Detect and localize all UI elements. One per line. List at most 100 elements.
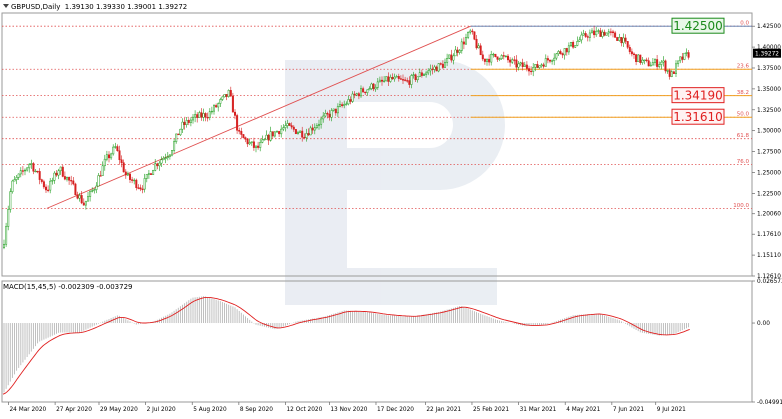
candle-body bbox=[259, 142, 262, 148]
candle-body bbox=[206, 117, 209, 119]
candle-body bbox=[171, 150, 173, 156]
candle-body bbox=[55, 172, 58, 176]
price-axis[interactable]: 1.42500 1.40000 1.37500 1.35000 1.32500 1.300… bbox=[752, 24, 781, 280]
candle-body bbox=[561, 53, 564, 56]
candle-body bbox=[154, 163, 157, 171]
time-axis-label: 9 Jul 2021 bbox=[657, 407, 686, 413]
candle-body bbox=[42, 181, 45, 188]
candle-body bbox=[301, 130, 304, 138]
candle-body bbox=[21, 170, 24, 172]
candle-body bbox=[99, 175, 102, 177]
candle-body bbox=[51, 180, 54, 182]
candle-body bbox=[383, 80, 386, 82]
candle-body bbox=[584, 33, 587, 37]
candle-body bbox=[133, 179, 136, 182]
candle-body bbox=[160, 159, 163, 164]
candle-body bbox=[336, 106, 339, 114]
candle-body bbox=[641, 59, 644, 63]
macd-values: -0.002309 -0.003729 bbox=[58, 283, 133, 291]
candle-body bbox=[607, 31, 610, 34]
candle-body bbox=[309, 127, 312, 136]
candle-body bbox=[124, 171, 127, 176]
candle-body bbox=[63, 176, 66, 180]
candle-body bbox=[34, 170, 37, 173]
candle-body bbox=[263, 138, 266, 141]
candle-body bbox=[76, 194, 79, 199]
candle-body bbox=[372, 83, 375, 90]
candle-body bbox=[381, 79, 383, 82]
candle-body bbox=[360, 88, 362, 97]
candle-body bbox=[402, 79, 404, 81]
candle-body bbox=[3, 243, 5, 248]
candle-body bbox=[616, 37, 619, 41]
candle-body bbox=[486, 58, 488, 62]
price-axis-label: 1.37500 bbox=[757, 66, 781, 72]
candle-body bbox=[59, 166, 62, 172]
candle-body bbox=[84, 200, 87, 206]
candle-body bbox=[252, 141, 255, 148]
ohlc-values: 1.39130 1.39330 1.39001 1.39272 bbox=[64, 3, 188, 11]
candle-body bbox=[639, 54, 642, 63]
candle-body bbox=[437, 63, 440, 72]
candle-body bbox=[7, 209, 10, 227]
candle-body bbox=[93, 189, 96, 191]
candle-body bbox=[431, 68, 434, 71]
candle-body bbox=[446, 58, 449, 63]
candle-body bbox=[509, 59, 512, 63]
candle-body bbox=[389, 76, 392, 82]
price-callout-text: 1.34190 bbox=[673, 89, 723, 103]
candle-body bbox=[410, 75, 413, 85]
macd-header: MACD(15,45,5) -0.002309 -0.003729 bbox=[3, 283, 132, 291]
candle-body bbox=[685, 52, 688, 54]
macd-axis[interactable]: 0.026573 0.00 -0.049918 bbox=[752, 279, 782, 406]
symbol-icon bbox=[3, 4, 9, 8]
time-axis[interactable]: 24 Mar 2020 27 Apr 2020 29 May 2020 2 Jul 2… bbox=[8, 402, 686, 413]
candle-body bbox=[425, 72, 428, 75]
main-pane-border bbox=[1, 12, 753, 277]
candle-body bbox=[45, 186, 47, 191]
candle-body bbox=[357, 93, 360, 97]
candle-body bbox=[24, 169, 26, 172]
candle-body bbox=[439, 63, 442, 65]
candle-body bbox=[299, 130, 302, 133]
candle-body bbox=[618, 37, 621, 41]
candle-body bbox=[273, 131, 276, 137]
candle-body bbox=[441, 63, 444, 68]
candle-body bbox=[286, 123, 289, 126]
fib-level-label: 50.0 bbox=[737, 112, 750, 118]
candle-body bbox=[362, 88, 365, 93]
candle-body bbox=[465, 37, 467, 45]
candle-body bbox=[217, 103, 220, 108]
candle-body bbox=[551, 60, 554, 62]
candle-body bbox=[334, 108, 337, 114]
candle-body bbox=[244, 137, 247, 140]
candle-body bbox=[515, 59, 518, 68]
candle-body bbox=[66, 176, 68, 180]
candle-body bbox=[5, 226, 8, 245]
fib-level-label: 0.0 bbox=[740, 21, 749, 27]
candle-body bbox=[246, 138, 249, 145]
candle-body bbox=[349, 99, 352, 102]
candle-body bbox=[114, 146, 117, 148]
candle-body bbox=[351, 93, 354, 102]
candle-body bbox=[175, 133, 178, 142]
price-callout-box bbox=[671, 17, 725, 34]
chart-header: GBPUSD,Daily 1.39130 1.39330 1.39001 1.3… bbox=[3, 3, 187, 11]
candle-body bbox=[633, 53, 635, 55]
candle-body bbox=[469, 30, 472, 33]
price-callout-text: 1.42500 bbox=[673, 19, 723, 33]
candle-body bbox=[593, 30, 596, 36]
candle-body bbox=[330, 110, 333, 118]
candle-body bbox=[294, 129, 297, 134]
candle-body bbox=[278, 131, 281, 135]
candle-body bbox=[313, 127, 316, 131]
candle-body bbox=[525, 64, 528, 69]
price-axis-label: 1.22500 bbox=[757, 191, 781, 197]
candle-body bbox=[143, 178, 146, 190]
candle-body bbox=[198, 112, 201, 118]
candle-body bbox=[158, 162, 161, 167]
candle-body bbox=[488, 58, 491, 63]
candle-body bbox=[513, 59, 516, 61]
candle-body bbox=[658, 64, 661, 67]
